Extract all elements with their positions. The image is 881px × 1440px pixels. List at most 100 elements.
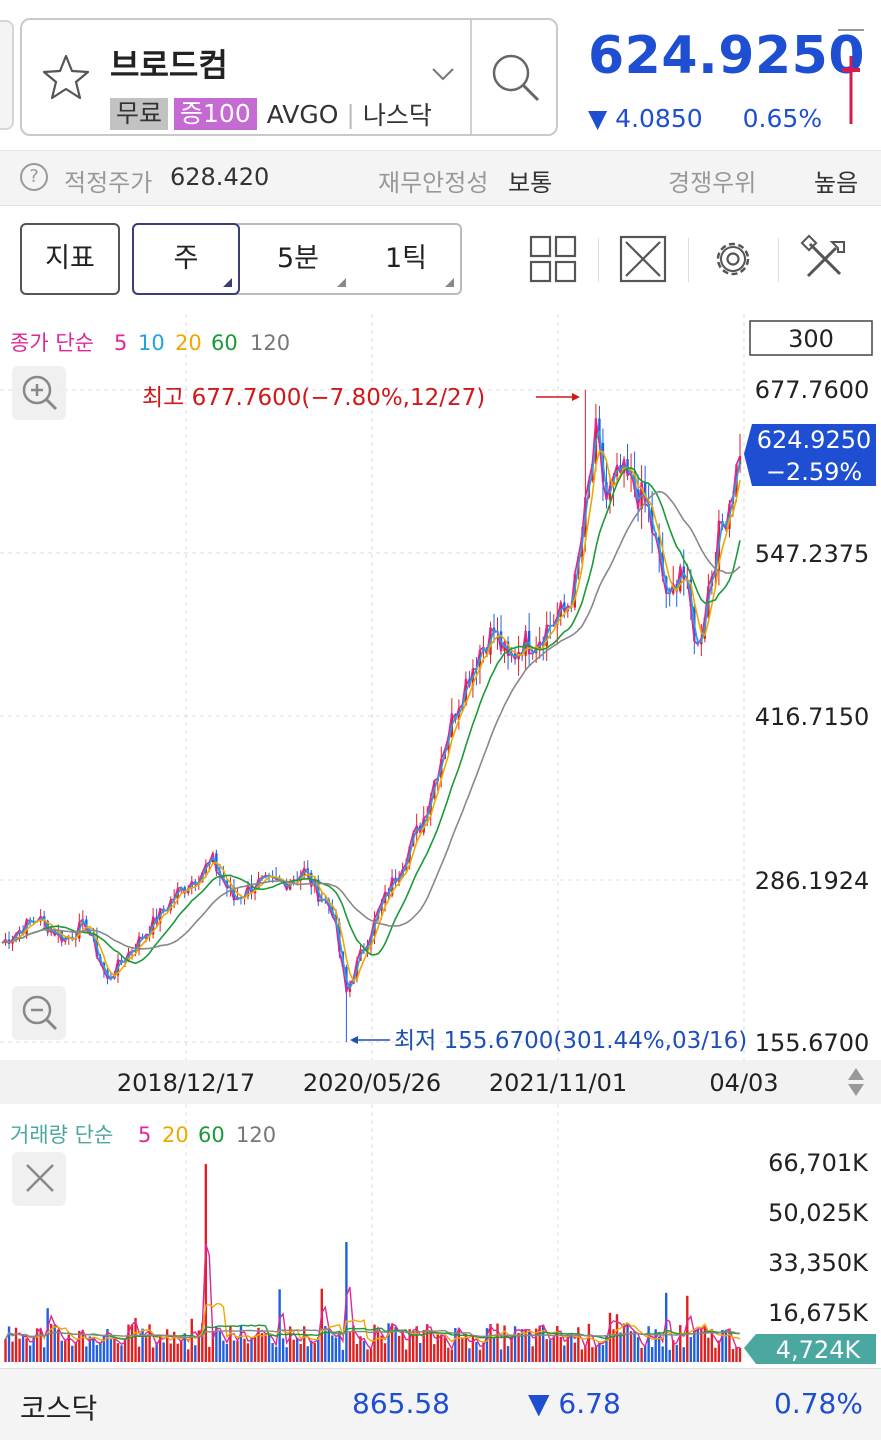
- volume-bar: [355, 1344, 359, 1362]
- volume-bar: [559, 1336, 562, 1362]
- volume-bar: [450, 1349, 454, 1362]
- volume-bar: [32, 1336, 35, 1362]
- x-axis-band: [0, 1060, 881, 1104]
- volume-bar: [257, 1327, 260, 1362]
- volume-bar: [271, 1343, 274, 1362]
- settings-gear-icon[interactable]: [708, 234, 758, 284]
- volume-bar: [524, 1330, 527, 1362]
- star-icon[interactable]: [38, 50, 94, 106]
- volume-bar: [401, 1329, 404, 1362]
- period-1tick[interactable]: 1틱: [352, 225, 460, 293]
- volume-ma-line-120: [4, 1328, 741, 1340]
- ma-legend-title: 종가 단순: [10, 331, 94, 355]
- zoom-out-icon[interactable]: [12, 986, 66, 1040]
- volume-bar: [239, 1325, 243, 1362]
- search-icon[interactable]: [488, 50, 544, 106]
- grid-layout-icon[interactable]: [528, 234, 578, 284]
- volume-bar: [717, 1340, 721, 1362]
- volume-bar: [387, 1323, 390, 1362]
- volume-bar: [211, 1331, 215, 1362]
- ticker-symbol: AVGO: [266, 99, 339, 129]
- volume-bar: [74, 1341, 77, 1362]
- volume-bar: [485, 1328, 489, 1362]
- volume-bar: [352, 1325, 355, 1362]
- current-pct-tag: −2.59%: [766, 458, 862, 486]
- price-chart[interactable]: 종가 단순 5 10 20 60 120 300 최고 677.7600(−7.…: [0, 314, 881, 1376]
- volume-bar: [324, 1326, 327, 1362]
- current-price: 624.9250: [588, 26, 866, 86]
- volume-tick-4: 16,675K: [768, 1299, 869, 1327]
- volume-bar: [313, 1343, 316, 1362]
- volume-bar: [626, 1324, 629, 1362]
- current-volume-marker: 4,724K: [744, 1334, 876, 1364]
- market-index-bar[interactable]: 코스닥 865.58 ▼ 6.78 0.78%: [0, 1368, 881, 1440]
- stock-header: 브로드컴 무료 증100 AVGO | 나스닥 624.9250 ▼ 4.085…: [0, 0, 881, 150]
- period-5min[interactable]: 5분: [244, 225, 352, 293]
- x-tick-2: 2020/05/26: [303, 1069, 441, 1097]
- exchange-name: 나스닥: [362, 101, 432, 130]
- volume-bar: [390, 1324, 394, 1362]
- volume-bar: [468, 1348, 471, 1362]
- volume-bar: [503, 1325, 506, 1362]
- chevron-down-icon[interactable]: [430, 64, 456, 84]
- vol-ma-legend-20: 20: [162, 1123, 189, 1147]
- volume-bar: [225, 1343, 229, 1362]
- help-icon[interactable]: ?: [20, 163, 48, 191]
- volume-bar: [4, 1339, 7, 1362]
- volume-bar: [478, 1349, 482, 1362]
- volume-bar: [303, 1326, 306, 1362]
- volume-bar: [57, 1329, 60, 1362]
- volume-bar: [81, 1330, 85, 1362]
- index-change: ▼ 6.78: [528, 1387, 621, 1420]
- zoom-in-icon[interactable]: [12, 366, 66, 420]
- volume-bar: [728, 1328, 731, 1362]
- volume-tick-1: 66,701K: [768, 1149, 869, 1177]
- fullscreen-icon[interactable]: [618, 234, 668, 284]
- index-percent: 0.78%: [774, 1387, 863, 1420]
- volume-bar: [605, 1335, 608, 1362]
- volume-bar: [11, 1341, 14, 1362]
- volume-bar: [629, 1331, 633, 1362]
- volume-bar: [359, 1336, 362, 1362]
- stock-selector[interactable]: 브로드컴 무료 증100 AVGO | 나스닥: [20, 18, 558, 136]
- volume-bar: [531, 1346, 534, 1362]
- volume-bar: [264, 1333, 267, 1362]
- volume-bar: [215, 1326, 218, 1362]
- period-weekly[interactable]: 주: [132, 223, 240, 295]
- volume-bar: [436, 1334, 439, 1362]
- tools-icon[interactable]: [800, 234, 850, 284]
- volume-bar: [155, 1342, 158, 1362]
- volume-bar: [92, 1338, 95, 1362]
- volume-bar: [338, 1332, 341, 1362]
- volume-bar: [429, 1329, 432, 1362]
- volume-bar: [686, 1295, 689, 1362]
- stability-value: 보통: [508, 169, 553, 197]
- volume-bar: [552, 1336, 555, 1362]
- volume-bar: [250, 1337, 253, 1362]
- volume-bar: [693, 1328, 696, 1362]
- volume-bar: [563, 1345, 566, 1362]
- ma-legend-60: 60: [211, 331, 238, 355]
- side-drawer-handle[interactable]: [0, 20, 14, 130]
- volume-bar: [492, 1336, 496, 1362]
- volume-bar: [281, 1338, 285, 1362]
- view-count-box[interactable]: [749, 320, 873, 356]
- close-volume-icon[interactable]: [12, 1152, 66, 1206]
- volume-bar: [426, 1324, 429, 1362]
- volume-bar: [440, 1335, 443, 1362]
- volume-bar: [700, 1328, 703, 1362]
- volume-bar: [422, 1330, 425, 1362]
- stock-name: 브로드컴: [110, 46, 228, 84]
- volume-bar: [591, 1347, 594, 1362]
- volume-bar: [78, 1330, 81, 1362]
- volume-bar: [404, 1349, 408, 1362]
- volume-bar: [274, 1346, 278, 1362]
- volume-bar: [545, 1339, 548, 1362]
- volume-bar: [636, 1337, 640, 1362]
- volume-bar: [102, 1335, 106, 1362]
- volume-bar: [67, 1334, 70, 1362]
- indicator-button[interactable]: 지표: [20, 223, 120, 295]
- volume-bar: [169, 1343, 172, 1362]
- axis-scroll-icon[interactable]: [848, 1068, 864, 1096]
- volume-bar: [640, 1347, 643, 1362]
